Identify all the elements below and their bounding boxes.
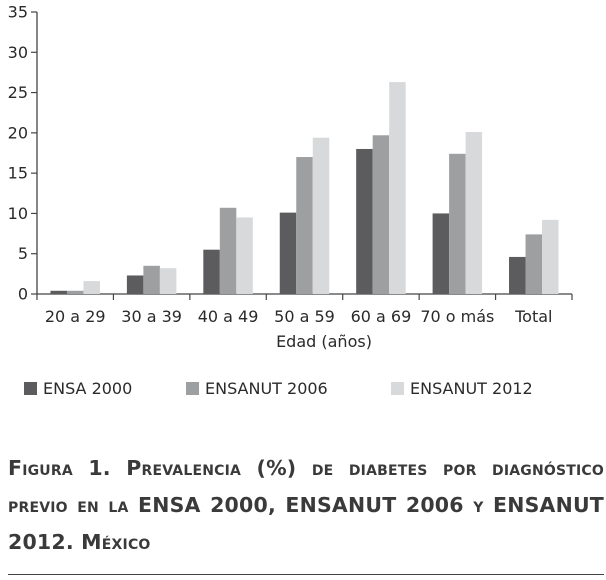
legend-swatch bbox=[391, 382, 404, 395]
x-tick-label: Total bbox=[514, 307, 552, 326]
x-axis: 20 a 29 30 a 39 40 a 49 50 a 59 60 a 69 70 o … bbox=[36, 293, 573, 326]
legend-swatch bbox=[186, 382, 199, 395]
y-tick-label: 30 bbox=[8, 43, 28, 62]
legend-label: ENSANUT 2012 bbox=[410, 379, 533, 398]
y-tick-label: 5 bbox=[18, 244, 28, 263]
bar bbox=[203, 249, 220, 294]
x-axis-label: Edad (años) bbox=[276, 332, 372, 351]
bar bbox=[236, 217, 253, 294]
bar bbox=[279, 212, 297, 294]
bottom-rule bbox=[8, 574, 604, 575]
x-tick-label: 70 o más bbox=[420, 307, 494, 326]
bar bbox=[219, 207, 237, 294]
legend-item: ENSANUT 2006 bbox=[186, 379, 328, 398]
y-axis: 0 5 10 15 20 25 30 35 bbox=[8, 3, 38, 304]
bar bbox=[126, 275, 144, 294]
y-tick-label: 10 bbox=[8, 204, 28, 223]
legend-swatch bbox=[24, 382, 37, 395]
y-tick-label: 15 bbox=[8, 164, 28, 183]
bar bbox=[312, 137, 330, 294]
x-tick-label: 30 a 39 bbox=[121, 307, 182, 326]
legend-label: ENSA 2000 bbox=[43, 379, 133, 398]
bar bbox=[66, 290, 84, 294]
y-tick-label: 20 bbox=[8, 123, 28, 142]
bar bbox=[372, 135, 390, 294]
bar bbox=[159, 268, 177, 294]
bar bbox=[296, 157, 313, 294]
bar bbox=[143, 265, 160, 294]
bar bbox=[525, 234, 543, 294]
bar bbox=[432, 213, 450, 294]
y-tick-label: 35 bbox=[8, 3, 28, 22]
bar bbox=[389, 82, 406, 295]
bar bbox=[465, 132, 483, 294]
bars bbox=[50, 82, 559, 295]
y-tick-label: 0 bbox=[18, 285, 28, 304]
legend: ENSA 2000 ENSANUT 2006 ENSANUT 2012 bbox=[24, 379, 604, 401]
legend-item: ENSA 2000 bbox=[24, 379, 132, 398]
legend-label: ENSANUT 2006 bbox=[205, 379, 328, 398]
y-tick-label: 25 bbox=[8, 83, 28, 102]
bar bbox=[50, 290, 67, 294]
bar bbox=[509, 256, 526, 294]
bar bbox=[83, 281, 100, 294]
bar bbox=[542, 219, 559, 294]
bar bbox=[449, 153, 466, 294]
figure-caption: Figura 1. Prevalencia (%) de diabetes po… bbox=[8, 456, 604, 554]
bar-chart: 0 5 10 15 20 25 30 35 20 a 29 30 a 39 40 a 49 50 a… bbox=[8, 3, 573, 351]
bar bbox=[356, 148, 373, 294]
legend-item: ENSANUT 2012 bbox=[391, 379, 533, 398]
x-tick-label: 40 a 49 bbox=[198, 307, 259, 326]
x-tick-label: 20 a 29 bbox=[45, 307, 106, 326]
x-tick-label: 50 a 59 bbox=[274, 307, 335, 326]
x-tick-label: 60 a 69 bbox=[351, 307, 412, 326]
